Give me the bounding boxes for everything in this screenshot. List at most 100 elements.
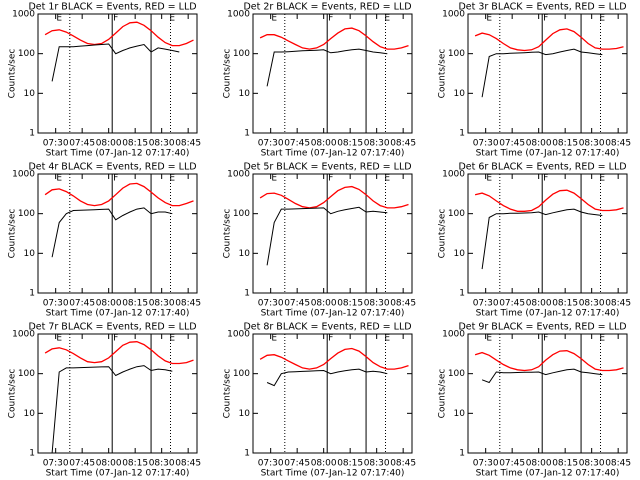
annotation: E	[271, 14, 277, 24]
series-line	[259, 347, 409, 370]
detector-panel: Det 3r BLACK = Events, RED = LLD Start Ti…	[438, 2, 632, 159]
x-tick-label: 08:30	[149, 459, 175, 469]
annotation: E	[56, 334, 62, 344]
chart-title: Det 6r BLACK = Events, RED = LLD	[458, 162, 626, 173]
x-tick-label: 08:15	[552, 459, 578, 469]
y-tick-label: 1	[29, 129, 35, 139]
x-tick-label: 08:00	[96, 299, 122, 309]
series-line	[481, 48, 603, 98]
detector-panel: Det 7r BLACK = Events, RED = LLD Start Ti…	[8, 322, 202, 479]
x-tick-label: 07:30	[43, 299, 69, 309]
annotation: E	[599, 334, 605, 344]
series-line	[474, 189, 624, 212]
x-tick-label: 08:00	[96, 139, 122, 149]
y-axis-label: Counts/sec	[223, 369, 233, 419]
y-tick-label: 10	[454, 249, 466, 259]
y-tick-label: 1	[244, 449, 250, 459]
y-tick-label: 1000	[227, 170, 250, 180]
x-tick-label: 07:45	[284, 459, 310, 469]
series-line	[474, 350, 624, 372]
series-line	[44, 21, 194, 47]
annotation: E	[271, 174, 277, 184]
plot-frame	[37, 173, 198, 294]
x-tick-label: 08:30	[579, 299, 605, 309]
annotation: E	[384, 334, 390, 344]
x-tick-label: 07:30	[473, 299, 499, 309]
plot-frame	[37, 13, 198, 134]
detector-panel: Det 8r BLACK = Events, RED = LLD Start Ti…	[223, 322, 417, 479]
x-axis-label: Start Time (07-Jan-12 07:17:40)	[476, 149, 620, 159]
x-tick-label: 08:15	[552, 139, 578, 149]
x-tick-label: 08:00	[526, 459, 552, 469]
y-tick-label: 100	[233, 209, 250, 219]
x-tick-label: 08:45	[390, 459, 416, 469]
y-tick-label: 1000	[442, 330, 465, 340]
x-tick-label: 07:30	[473, 459, 499, 469]
x-tick-label: 07:30	[473, 139, 499, 149]
x-tick-label: 07:45	[499, 459, 525, 469]
x-axis-label: Start Time (07-Jan-12 07:17:40)	[261, 309, 405, 319]
x-tick-label: 08:00	[311, 459, 337, 469]
annotation: E	[486, 334, 492, 344]
x-tick-label: 08:15	[122, 459, 148, 469]
detector-panel: Det 6r BLACK = Events, RED = LLD Start Ti…	[438, 162, 632, 319]
annotation: E	[169, 174, 175, 184]
y-axis-label: Counts/sec	[8, 49, 18, 99]
x-tick-label: 08:30	[149, 139, 175, 149]
y-tick-label: 1	[29, 449, 35, 459]
x-tick-label: 07:30	[43, 459, 69, 469]
annotation: E	[56, 14, 62, 24]
y-tick-label: 10	[454, 89, 466, 99]
x-tick-label: 08:00	[526, 299, 552, 309]
series-line	[44, 341, 194, 365]
detector-panel: Det 4r BLACK = Events, RED = LLD Start Ti…	[8, 162, 202, 319]
x-tick-label: 08:30	[579, 139, 605, 149]
y-axis-label: Counts/sec	[8, 369, 18, 419]
x-tick-label: 08:45	[605, 139, 631, 149]
chart-title: Det 8r BLACK = Events, RED = LLD	[243, 322, 411, 333]
x-tick-label: 07:30	[258, 139, 284, 149]
x-tick-label: 08:00	[311, 139, 337, 149]
x-tick-label: 08:00	[526, 139, 552, 149]
x-tick-label: 08:45	[175, 139, 201, 149]
plot-frame	[37, 333, 198, 454]
y-tick-label: 10	[24, 89, 36, 99]
x-tick-label: 08:45	[390, 299, 416, 309]
x-tick-label: 07:45	[69, 299, 95, 309]
y-tick-label: 10	[239, 249, 251, 259]
y-tick-label: 10	[454, 409, 466, 419]
x-tick-label: 08:15	[337, 139, 363, 149]
annotation: E	[486, 14, 492, 24]
series-line	[481, 368, 603, 384]
x-tick-label: 08:45	[175, 299, 201, 309]
series-line	[259, 185, 409, 209]
x-tick-label: 07:30	[258, 459, 284, 469]
x-tick-label: 08:45	[390, 139, 416, 149]
y-tick-label: 100	[18, 209, 35, 219]
x-tick-label: 07:45	[499, 299, 525, 309]
x-tick-label: 07:45	[284, 139, 310, 149]
plot-frame	[252, 173, 413, 294]
x-axis-label: Start Time (07-Jan-12 07:17:40)	[476, 469, 620, 479]
y-tick-label: 1000	[442, 170, 465, 180]
annotation: E	[56, 174, 62, 184]
y-tick-label: 1	[244, 129, 250, 139]
y-tick-label: 1	[459, 129, 465, 139]
detector-panel: Det 1r BLACK = Events, RED = LLD Start Ti…	[8, 2, 202, 159]
y-axis-label: Counts/sec	[223, 49, 233, 99]
series-line	[266, 368, 388, 387]
series-line	[481, 208, 603, 270]
chart-title: Det 7r BLACK = Events, RED = LLD	[28, 322, 196, 333]
annotation: F	[328, 334, 333, 344]
x-tick-label: 08:45	[605, 299, 631, 309]
y-tick-label: 100	[448, 209, 465, 219]
annotation: E	[271, 334, 277, 344]
y-tick-label: 1000	[12, 10, 35, 20]
series-line	[266, 206, 388, 266]
y-axis-label: Counts/sec	[8, 209, 18, 259]
y-tick-label: 1	[459, 449, 465, 459]
x-tick-label: 07:45	[69, 459, 95, 469]
y-axis-label: Counts/sec	[438, 369, 448, 419]
plot-frame	[467, 13, 628, 134]
plot-frame	[467, 173, 628, 294]
